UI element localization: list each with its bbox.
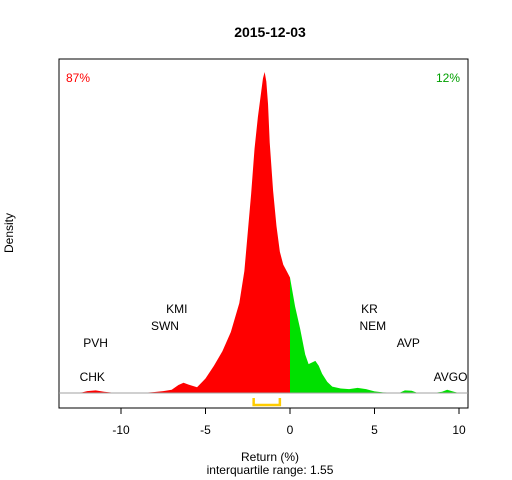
x-tick-label: -10	[112, 423, 130, 437]
ticker-label-nem: NEM	[359, 319, 386, 333]
ticker-label-pvh: PVH	[83, 336, 108, 350]
x-tick-label: 10	[452, 423, 466, 437]
pct-negative-label: 87%	[66, 71, 90, 85]
ticker-label-swn: SWN	[151, 319, 179, 333]
density-negative-area	[70, 72, 290, 393]
pct-positive-label: 12%	[436, 71, 460, 85]
ticker-label-kmi: KMI	[166, 302, 187, 316]
ticker-label-kr: KR	[361, 302, 378, 316]
x-axis: -10 -5 0 5 10	[112, 408, 466, 437]
x-tick-label: 5	[371, 423, 378, 437]
x-axis-title: Return (%)	[241, 450, 299, 464]
y-axis-title: Density	[2, 213, 16, 253]
iqr-bracket	[252, 398, 282, 407]
iqr-subtitle: interquartile range: 1.55	[207, 463, 334, 477]
chart-title: 2015-12-03	[234, 24, 306, 40]
x-tick-label: 0	[287, 423, 294, 437]
density-positive-area	[290, 277, 459, 393]
ticker-label-chk: CHK	[80, 370, 105, 384]
x-tick-label: -5	[200, 423, 211, 437]
density-layer	[59, 72, 468, 407]
ticker-label-avp: AVP	[397, 336, 420, 350]
plot-frame	[58, 58, 469, 409]
ticker-labels: PVH CHK KMI SWN KR NEM AVP AVGO	[80, 302, 468, 384]
ticker-label-avgo: AVGO	[434, 370, 468, 384]
